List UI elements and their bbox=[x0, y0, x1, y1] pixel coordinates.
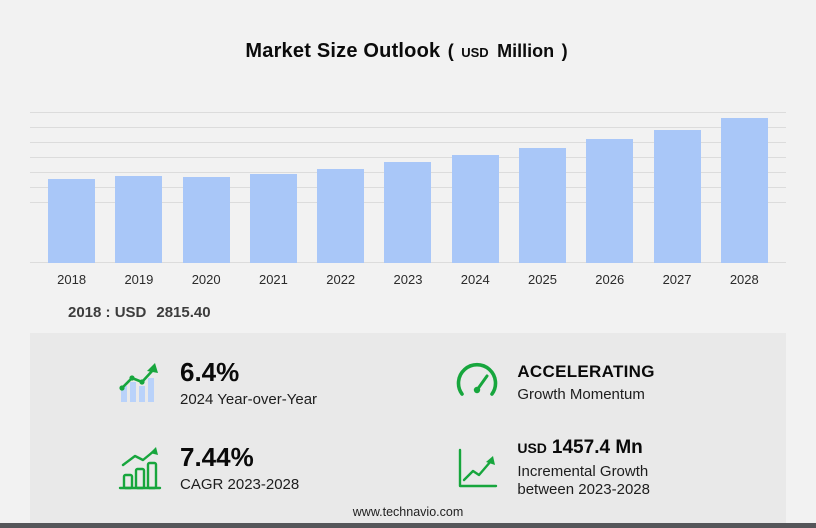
x-label-2019: 2019 bbox=[124, 272, 154, 287]
annotation-value: 2815.40 bbox=[156, 304, 211, 321]
stat-incremental-label-line1: Incremental Growth bbox=[517, 462, 649, 480]
bar-2025 bbox=[518, 147, 566, 263]
chart-x-labels: 2018 2019 2020 2021 2022 2023 2024 2025 2026 2027… bbox=[30, 272, 786, 287]
title-paren-close: ) bbox=[561, 41, 568, 61]
bar-column-2018 bbox=[38, 113, 105, 263]
bar-2023 bbox=[384, 161, 432, 263]
gridline bbox=[30, 127, 786, 128]
bar-column-2028 bbox=[711, 113, 778, 263]
stats-panel: 6.4% 2024 Year-over-Year ACCELERATING Gr… bbox=[30, 333, 786, 523]
stat-momentum-value: ACCELERATING bbox=[517, 362, 655, 382]
bar-2021 bbox=[249, 173, 297, 263]
stat-momentum-text: ACCELERATING Growth Momentum bbox=[517, 362, 654, 403]
x-label-2027: 2027 bbox=[662, 272, 692, 287]
stat-incremental-value: 1457.4 Mn bbox=[551, 437, 643, 459]
yoy-chart-icon bbox=[116, 359, 164, 407]
chart-bars bbox=[30, 113, 786, 263]
cagr-bars-icon bbox=[116, 444, 164, 492]
bar-2028 bbox=[720, 117, 768, 263]
chart-annotation-2018: 2018 : USD 2815.40 bbox=[68, 304, 816, 321]
bar-column-2019 bbox=[105, 113, 172, 263]
x-label-2020: 2020 bbox=[191, 272, 221, 287]
bar-column-2021 bbox=[240, 113, 307, 263]
stat-incremental-value-row: USD 1457.4 Mn bbox=[517, 437, 650, 460]
stat-incremental-label-line2: between 2023-2028 bbox=[517, 480, 650, 498]
footer-url: www.technavio.com bbox=[352, 505, 464, 519]
stat-incremental-text: USD 1457.4 Mn Incremental Growth between … bbox=[517, 437, 650, 499]
stat-yoy-label: 2024 Year-over-Year bbox=[180, 391, 318, 409]
speedometer-icon bbox=[453, 359, 501, 407]
stat-yoy-text: 6.4% 2024 Year-over-Year bbox=[180, 357, 317, 409]
x-label-2026: 2026 bbox=[595, 272, 625, 287]
annotation-label: 2018 : USD bbox=[68, 304, 147, 321]
growth-arrow-icon bbox=[453, 444, 501, 492]
bar-2022 bbox=[317, 169, 365, 263]
page-title: Market Size Outlook ( USD Million ) bbox=[0, 0, 816, 63]
bar-2027 bbox=[653, 129, 701, 263]
stat-yoy-value: 6.4% bbox=[180, 357, 240, 387]
stat-cagr-label: CAGR 2023-2028 bbox=[180, 476, 300, 494]
x-label-2022: 2022 bbox=[326, 272, 356, 287]
bar-column-2025 bbox=[509, 113, 576, 263]
x-label-2025: 2025 bbox=[528, 272, 557, 287]
gridline bbox=[30, 157, 786, 158]
bar-2018 bbox=[48, 178, 96, 263]
x-label-2028: 2028 bbox=[729, 272, 759, 287]
bar-column-2023 bbox=[374, 113, 441, 263]
x-label-2023: 2023 bbox=[393, 272, 423, 287]
stat-cagr: 7.44% CAGR 2023-2028 bbox=[30, 437, 453, 499]
title-unit-usd: USD bbox=[461, 45, 489, 60]
bar-2020 bbox=[182, 176, 230, 263]
title-unit-million: Million bbox=[497, 41, 555, 61]
x-label-2021: 2021 bbox=[258, 272, 288, 287]
gridline bbox=[30, 142, 786, 143]
bar-2024 bbox=[451, 155, 499, 263]
market-size-bar-chart: 2018 2019 2020 2021 2022 2023 2024 2025 2026 2027… bbox=[30, 112, 786, 287]
stat-incremental: USD 1457.4 Mn Incremental Growth between … bbox=[453, 437, 786, 499]
bar-2026 bbox=[586, 139, 634, 263]
bar-2019 bbox=[115, 175, 163, 263]
stat-momentum: ACCELERATING Growth Momentum bbox=[453, 357, 786, 409]
gridline bbox=[30, 112, 786, 113]
stat-cagr-text: 7.44% CAGR 2023-2028 bbox=[180, 442, 299, 494]
chart-plot bbox=[30, 112, 786, 263]
stat-incremental-usd: USD bbox=[517, 440, 547, 457]
x-label-2024: 2024 bbox=[460, 272, 490, 287]
bar-column-2026 bbox=[576, 113, 643, 263]
title-paren-open: ( bbox=[447, 41, 454, 61]
bar-column-2027 bbox=[643, 113, 710, 263]
bar-column-2022 bbox=[307, 113, 374, 263]
stat-yoy: 6.4% 2024 Year-over-Year bbox=[30, 357, 453, 409]
bar-column-2024 bbox=[442, 113, 509, 263]
x-label-2018: 2018 bbox=[57, 272, 87, 287]
bottom-bar bbox=[0, 523, 816, 528]
bar-column-2020 bbox=[173, 113, 240, 263]
title-main: Market Size Outlook bbox=[245, 40, 441, 62]
stat-cagr-value: 7.44% bbox=[180, 441, 254, 472]
stat-momentum-label: Growth Momentum bbox=[517, 385, 645, 403]
